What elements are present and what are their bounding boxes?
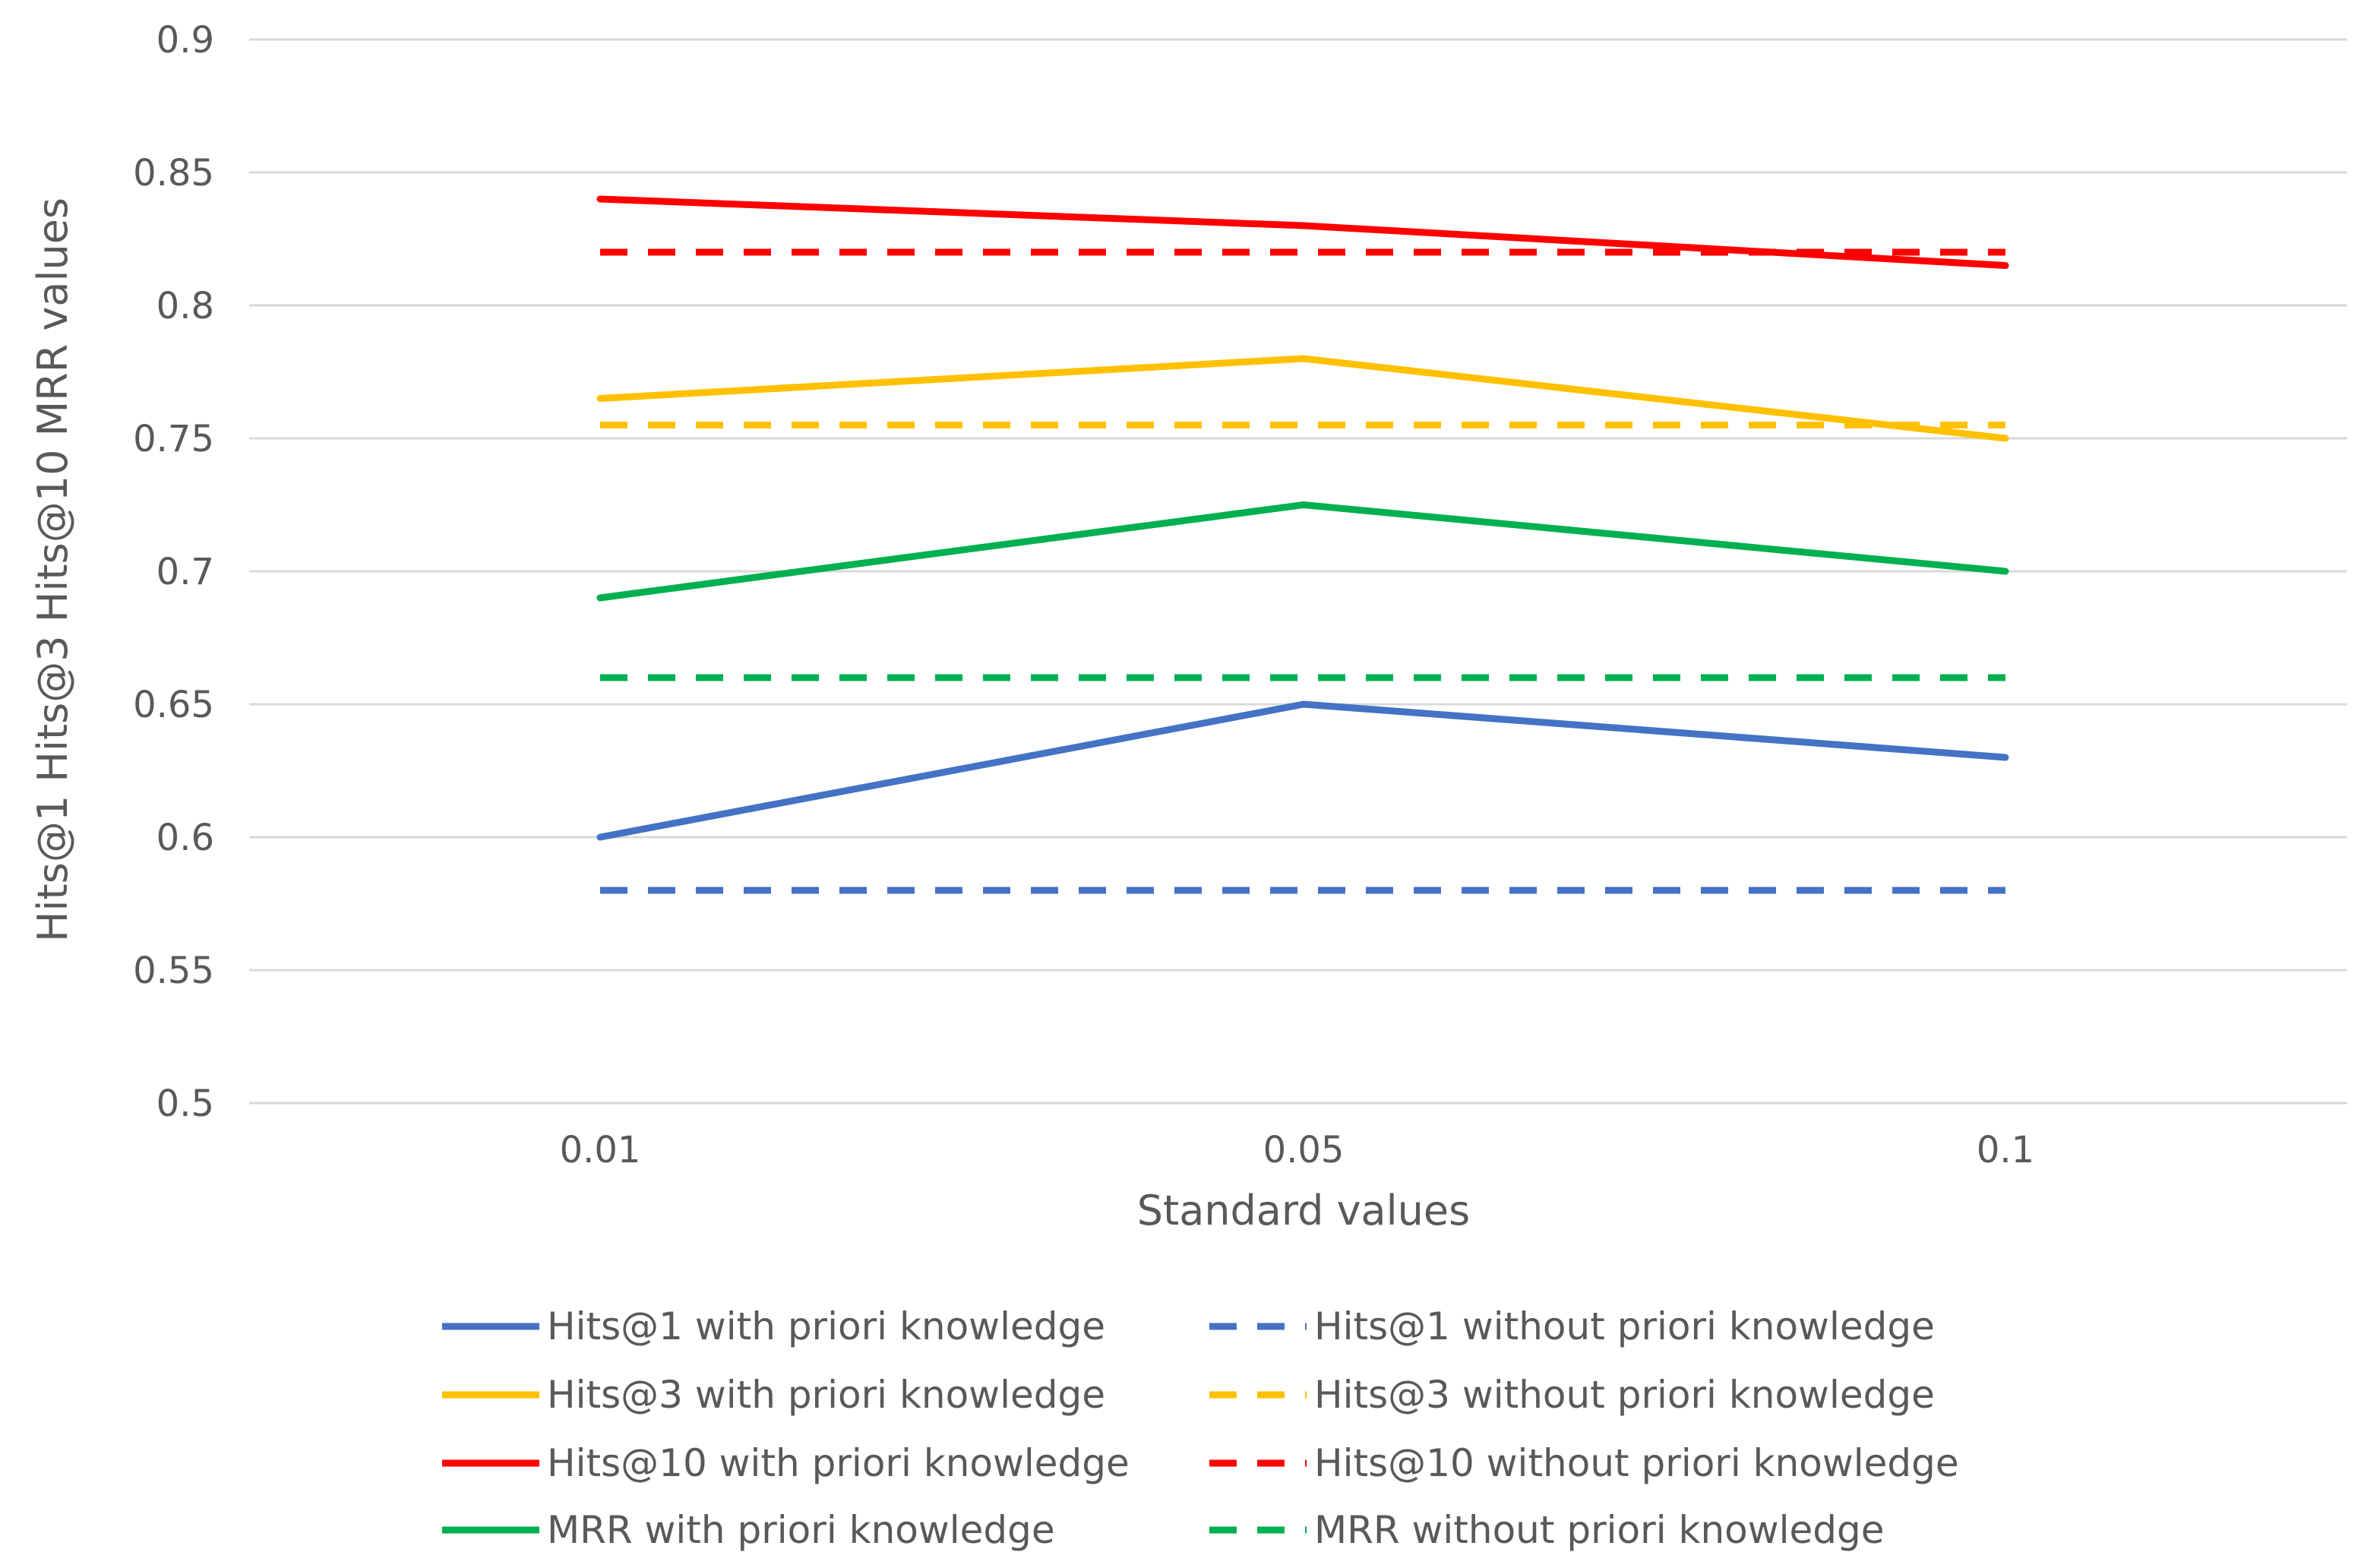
y-tick-label: 0.9 — [156, 19, 214, 62]
legend-label: MRR without priori knowledge — [1314, 1508, 1885, 1552]
series-line-hits-1-with-priori-knowledge — [596, 700, 2009, 841]
x-axis-ticks: 0.01 0.05 0.1 — [560, 1129, 2035, 1171]
y-tick-label: 0.7 — [156, 551, 214, 593]
x-tick-label: 0.01 — [560, 1129, 641, 1171]
legend-item: MRR without priori knowledge — [1209, 1508, 1885, 1552]
legend-item: MRR with priori knowledge — [442, 1508, 1055, 1552]
series-line-hits-10-with-priori-knowledge — [596, 195, 2009, 269]
y-tick-label: 0.6 — [156, 817, 214, 859]
series-lines — [596, 195, 2009, 894]
x-tick-label: 0.05 — [1263, 1129, 1345, 1171]
legend-item: Hits@10 without priori knowledge — [1209, 1441, 1959, 1485]
legend-item: Hits@1 without priori knowledge — [1209, 1304, 1935, 1348]
legend-label: Hits@1 with priori knowledge — [547, 1304, 1105, 1348]
y-tick-label: 0.8 — [156, 285, 214, 327]
y-axis-ticks: 0.5 0.55 0.6 0.65 0.7 0.75 0.8 0.85 0.9 — [133, 19, 214, 1125]
y-tick-label: 0.85 — [133, 152, 214, 194]
legend-label: Hits@3 without priori knowledge — [1314, 1373, 1935, 1417]
x-tick-label: 0.1 — [1977, 1129, 2034, 1171]
legend-label: Hits@1 without priori knowledge — [1314, 1304, 1935, 1348]
legend-label: MRR with priori knowledge — [547, 1508, 1055, 1552]
legend: Hits@1 with priori knowledge Hits@1 witho… — [442, 1304, 1959, 1552]
y-tick-label: 0.55 — [133, 950, 214, 992]
y-axis-title: Hits@1 Hits@3 Hits@10 MRR values — [29, 198, 77, 942]
legend-item: Hits@10 with priori knowledge — [442, 1441, 1130, 1485]
series-line-hits-3-with-priori-knowledge — [596, 355, 2009, 442]
y-tick-label: 0.75 — [133, 418, 214, 460]
legend-item: Hits@3 with priori knowledge — [442, 1373, 1105, 1417]
series-line-mrr-with-priori-knowledge — [596, 501, 2009, 602]
gridlines — [249, 38, 2347, 1105]
y-tick-label: 0.5 — [156, 1083, 214, 1125]
x-axis-title: Standard values — [1137, 1187, 1470, 1234]
legend-label: Hits@10 without priori knowledge — [1314, 1441, 1959, 1485]
legend-label: Hits@3 with priori knowledge — [547, 1373, 1105, 1417]
legend-item: Hits@3 without priori knowledge — [1209, 1373, 1935, 1417]
legend-item: Hits@1 with priori knowledge — [442, 1304, 1105, 1348]
y-tick-label: 0.65 — [133, 684, 214, 726]
legend-label: Hits@10 with priori knowledge — [547, 1441, 1130, 1485]
